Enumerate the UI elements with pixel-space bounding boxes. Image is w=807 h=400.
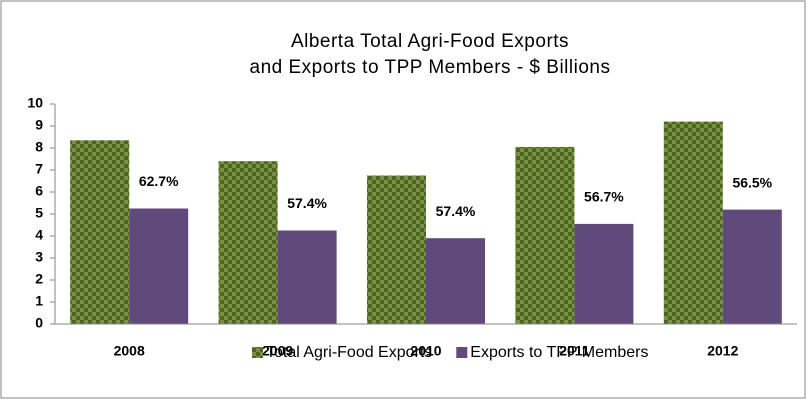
legend-label: Total Agri-Food Exports: [266, 344, 432, 361]
legend-swatch: [252, 347, 263, 358]
y-tick-label: 9: [35, 117, 43, 133]
y-tick-label: 1: [35, 293, 43, 309]
y-tick-label: 10: [27, 95, 43, 111]
bar: [367, 175, 426, 324]
bar: [129, 208, 189, 324]
bar: [218, 161, 278, 324]
y-tick-label: 2: [35, 271, 43, 287]
annotation: 56.5%: [732, 174, 772, 190]
chart-title: Alberta Total Agri-Food Exports: [291, 31, 569, 52]
y-tick-label: 3: [35, 249, 43, 265]
x-tick-label: 2010: [410, 343, 441, 359]
y-tick-label: 4: [35, 227, 43, 243]
bar: [722, 209, 782, 324]
bar: [574, 223, 634, 324]
x-tick-label: 2008: [114, 343, 145, 359]
bar: [515, 146, 575, 324]
bar: [277, 230, 337, 324]
y-tick-label: 0: [35, 315, 43, 331]
bar: [426, 238, 485, 324]
annotation: 57.4%: [436, 203, 476, 219]
x-tick-label: 2011: [559, 343, 590, 359]
y-tick-label: 6: [35, 183, 43, 199]
y-tick-label: 5: [35, 205, 43, 221]
y-tick-label: 8: [35, 139, 43, 155]
annotation: 57.4%: [287, 195, 327, 211]
annotation: 56.7%: [584, 189, 624, 205]
legend-swatch: [456, 347, 468, 358]
x-tick-label: 2012: [707, 343, 738, 359]
y-tick-label: 7: [35, 161, 43, 177]
x-tick-label: 2009: [262, 343, 293, 359]
legend-label: Exports to TPP Members: [470, 344, 648, 361]
bar: [70, 140, 130, 324]
annotation: 62.7%: [139, 173, 179, 189]
chart-title: and Exports to TPP Members - $ Billions: [250, 57, 611, 78]
bar: [663, 121, 723, 324]
